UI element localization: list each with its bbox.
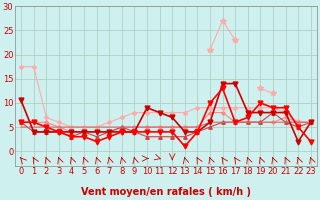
X-axis label: Vent moyen/en rafales ( km/h ): Vent moyen/en rafales ( km/h ) (81, 187, 251, 197)
